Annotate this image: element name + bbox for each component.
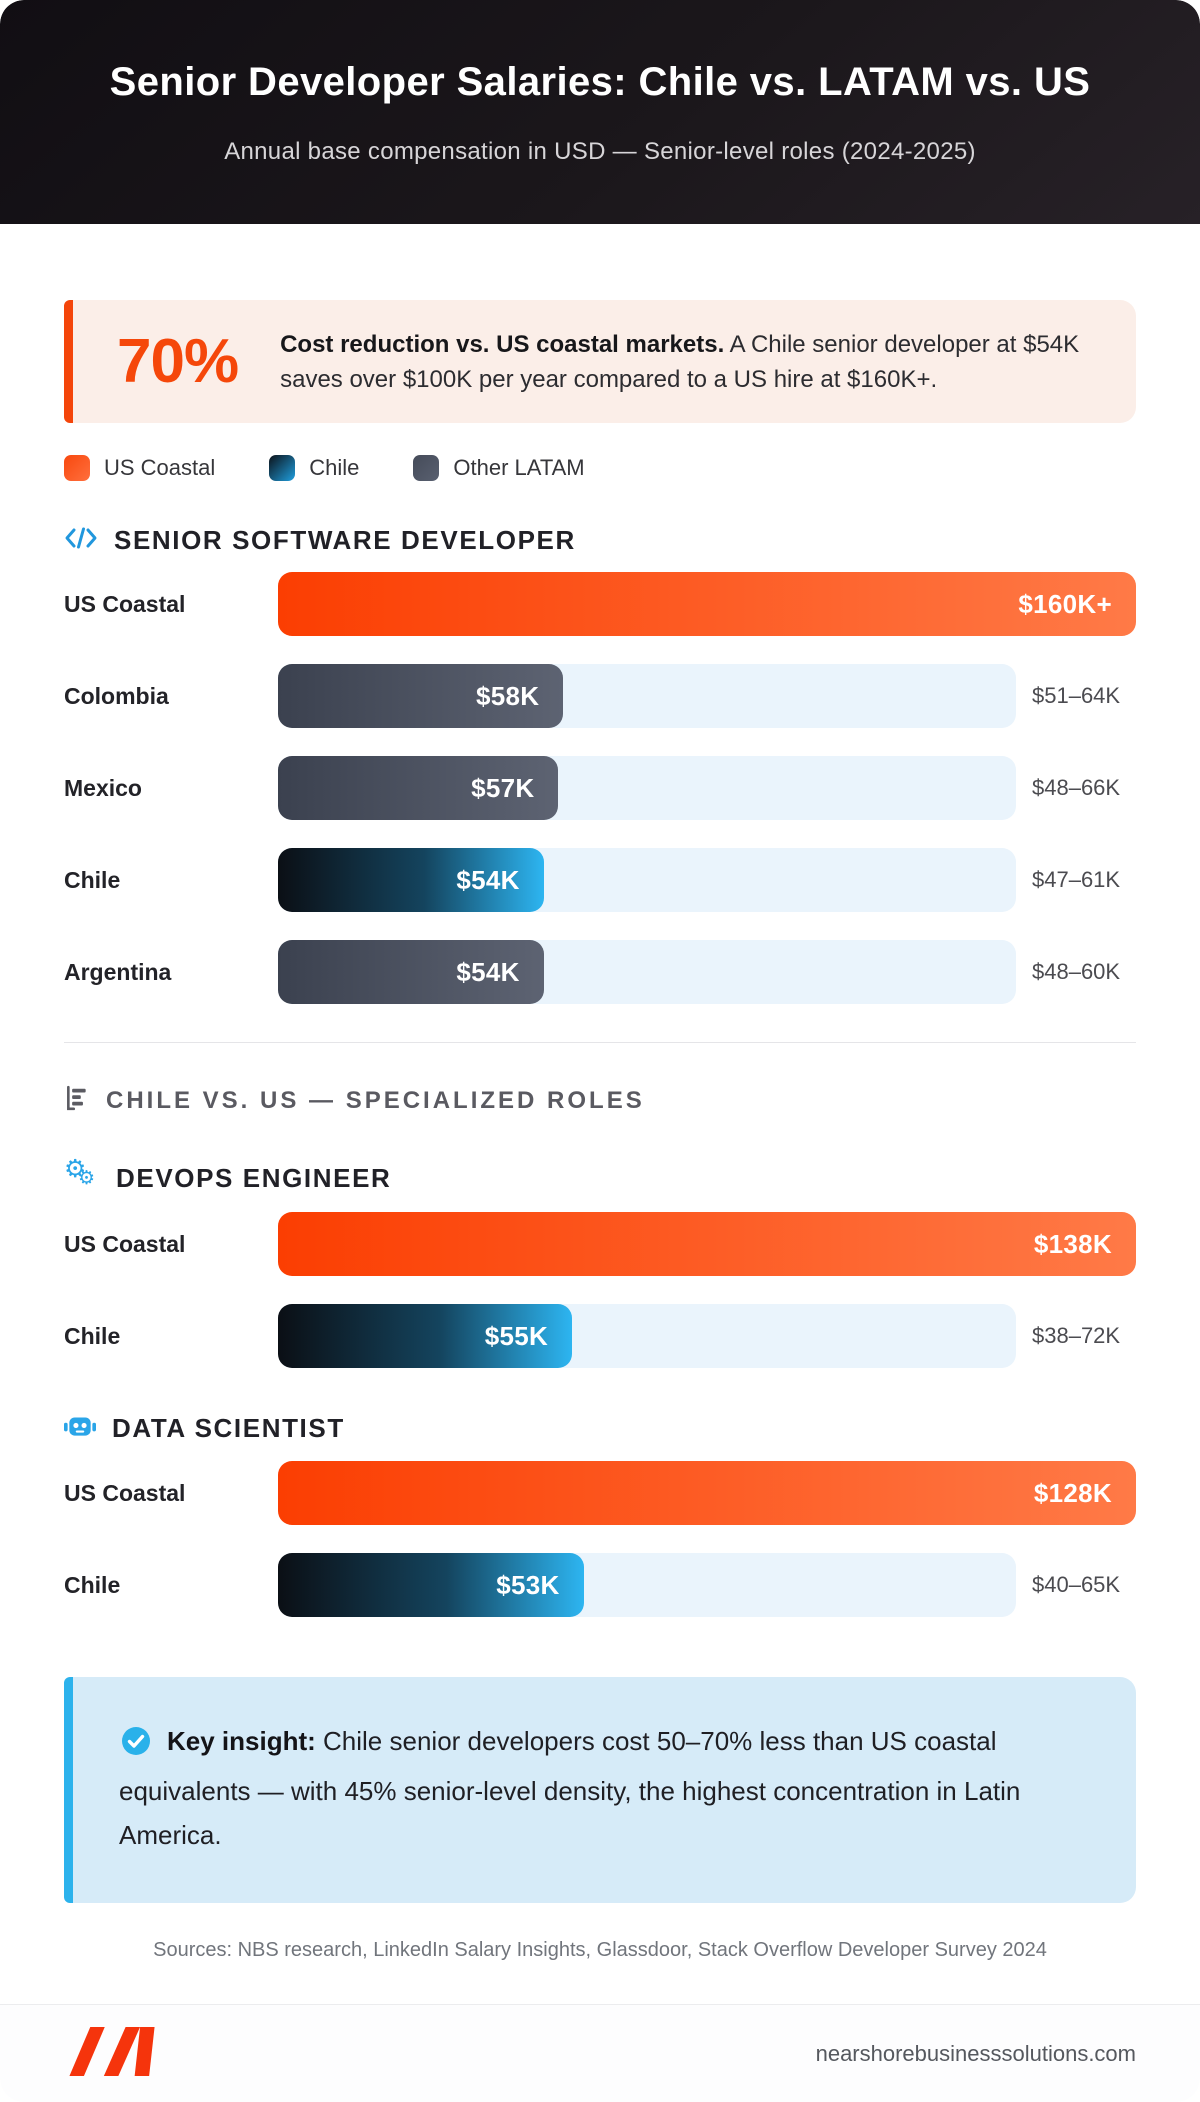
insight-callout: Key insight: Chile senior developers cos…: [64, 1677, 1136, 1903]
stat-text-rest: A Chile senior developer at $54K saves o…: [280, 330, 1080, 393]
bar-chart-icon: [64, 1085, 90, 1116]
stat-callout: 70% Cost reduction vs. US coastal market…: [64, 300, 1136, 423]
row-label: US Coastal: [64, 590, 186, 617]
robot-icon: [64, 1412, 96, 1445]
code-icon: [64, 525, 98, 556]
salary-row: US Coastal $128K: [64, 1461, 1136, 1525]
insight-text: Key insight: Chile senior developers cos…: [119, 1719, 1090, 1857]
section-heading-data-scientist: DATA SCIENTIST: [64, 1412, 1136, 1445]
bar-track: $57K: [278, 756, 1016, 820]
salary-range-label: $40–65K: [1032, 1572, 1121, 1597]
salary-row: Chile $55K $38–72K: [64, 1304, 1136, 1368]
bar-value-label: $57K: [471, 772, 535, 803]
salary-range-label: $47–61K: [1032, 867, 1121, 892]
sources-note: Sources: NBS research, LinkedIn Salary I…: [153, 1939, 1047, 1961]
row-label: Chile: [64, 866, 121, 893]
stat-value: 70%: [117, 327, 239, 396]
chart-devops-engineer: US Coastal $138K Chile $55K $38–72K: [64, 1212, 1136, 1368]
row-label: Chile: [64, 1322, 121, 1349]
section-title: DEVOPS ENGINEER: [116, 1162, 392, 1193]
legend-label: Other LATAM: [453, 455, 585, 480]
bar-track: $160K+: [278, 572, 1136, 636]
bar-value-label: $138K: [1033, 1228, 1112, 1259]
gears-icon: ⚙ ⚙: [64, 1154, 96, 1189]
row-label: Chile: [64, 1571, 121, 1598]
salary-bar: $54K: [278, 940, 544, 1004]
legend-label: US Coastal: [104, 455, 216, 480]
bar-track: $55K: [278, 1304, 1016, 1368]
company-logo: [64, 2024, 160, 2084]
header: Senior Developer Salaries: Chile vs. LAT…: [0, 0, 1200, 224]
salary-bar: $138K: [278, 1212, 1136, 1276]
salary-row: Mexico $57K $48–66K: [64, 756, 1136, 820]
legend-label: Chile: [309, 455, 360, 480]
salary-row: Chile $53K $40–65K: [64, 1553, 1136, 1617]
bar-value-label: $54K: [456, 864, 520, 895]
bar-value-label: $55K: [484, 1320, 549, 1351]
page-title: Senior Developer Salaries: Chile vs. LAT…: [109, 60, 1091, 104]
section-heading-devops: ⚙ ⚙ DEVOPS ENGINEER: [64, 1154, 1136, 1196]
bar-value-label: $54K: [456, 956, 520, 987]
us-coastal-swatch-icon: [64, 455, 90, 481]
insight-text-rest: Chile senior developers cost 50–70% less…: [119, 1726, 1021, 1850]
legend-item-chile: Chile: [269, 455, 359, 481]
bar-track: $54K: [278, 940, 1016, 1004]
salary-row: Chile $54K $47–61K: [64, 848, 1136, 912]
insight-text-bold: Key insight:: [167, 1726, 316, 1756]
section-heading-specialized-roles: CHILE VS. US — SPECIALIZED ROLES: [64, 1085, 1136, 1116]
stat-text: Cost reduction vs. US coastal markets. A…: [280, 327, 1080, 397]
salary-range-label: $48–60K: [1032, 959, 1121, 984]
salary-bar: $58K: [278, 664, 564, 728]
chile-swatch-icon: [269, 455, 296, 481]
row-label: US Coastal: [64, 1230, 186, 1257]
bar-track: $138K: [278, 1212, 1136, 1276]
legend-item-us-coastal: US Coastal: [64, 455, 215, 481]
bar-track: $58K: [278, 664, 1016, 728]
content: 70% Cost reduction vs. US coastal market…: [0, 224, 1200, 1962]
chart-data-scientist: US Coastal $128K Chile $53K $40–65K: [64, 1461, 1136, 1617]
bar-value-label: $128K: [1033, 1477, 1112, 1508]
salary-range-label: $48–66K: [1032, 775, 1121, 800]
bar-value-label: $160K+: [1018, 588, 1112, 619]
salary-bar: $128K: [278, 1461, 1136, 1525]
row-label: Colombia: [64, 682, 169, 709]
salary-bar: $57K: [278, 756, 559, 820]
salary-range-label: $51–64K: [1032, 683, 1121, 708]
footer: nearshorebusinesssolutions.com: [0, 2004, 1200, 2102]
bar-track: $53K: [278, 1553, 1016, 1617]
stat-text-bold: Cost reduction vs. US coastal markets.: [280, 330, 725, 358]
subsection-title: CHILE VS. US — SPECIALIZED ROLES: [106, 1086, 645, 1114]
salary-bar: $54K: [278, 848, 544, 912]
row-label: Mexico: [64, 774, 142, 801]
salary-row: US Coastal $138K: [64, 1212, 1136, 1276]
salary-row: Colombia $58K $51–64K: [64, 664, 1136, 728]
legend-item-other-latam: Other LATAM: [413, 455, 585, 481]
bar-track: $128K: [278, 1461, 1136, 1525]
row-label: US Coastal: [64, 1479, 186, 1506]
salary-row: Argentina $54K $48–60K: [64, 940, 1136, 1004]
salary-bar: $53K: [278, 1553, 584, 1617]
website-link[interactable]: nearshorebusinesssolutions.com: [815, 2040, 1136, 2066]
bar-value-label: $53K: [496, 1569, 560, 1600]
salary-bar: $160K+: [278, 572, 1136, 636]
page-subtitle: Annual base compensation in USD — Senior…: [224, 138, 976, 165]
legend: US Coastal Chile Other LATAM: [64, 455, 1136, 481]
section-title: SENIOR SOFTWARE DEVELOPER: [114, 525, 576, 555]
check-circle-icon: [121, 1725, 151, 1769]
salary-row: US Coastal $160K+: [64, 572, 1136, 636]
divider: [64, 1042, 1136, 1043]
section-heading-senior-developer: SENIOR SOFTWARE DEVELOPER: [64, 525, 1136, 556]
bar-track: $54K: [278, 848, 1016, 912]
salary-range-label: $38–72K: [1032, 1323, 1121, 1348]
section-title: DATA SCIENTIST: [112, 1413, 345, 1443]
salary-bar: $55K: [278, 1304, 573, 1368]
row-label: Argentina: [64, 958, 172, 985]
latam-swatch-icon: [413, 455, 440, 481]
bar-value-label: $58K: [476, 680, 540, 711]
chart-senior-developer: US Coastal $160K+ Colombia $58K $51–64K Mexic…: [64, 572, 1136, 1004]
